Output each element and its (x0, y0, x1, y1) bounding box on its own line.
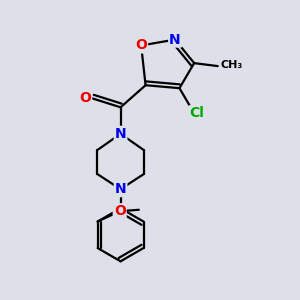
Text: N: N (115, 182, 126, 196)
Text: Cl: Cl (190, 106, 205, 120)
Text: N: N (115, 127, 126, 141)
Text: O: O (114, 204, 126, 218)
Text: N: N (169, 33, 181, 46)
Text: O: O (135, 38, 147, 52)
Text: CH₃: CH₃ (220, 60, 242, 70)
Text: O: O (79, 92, 91, 106)
